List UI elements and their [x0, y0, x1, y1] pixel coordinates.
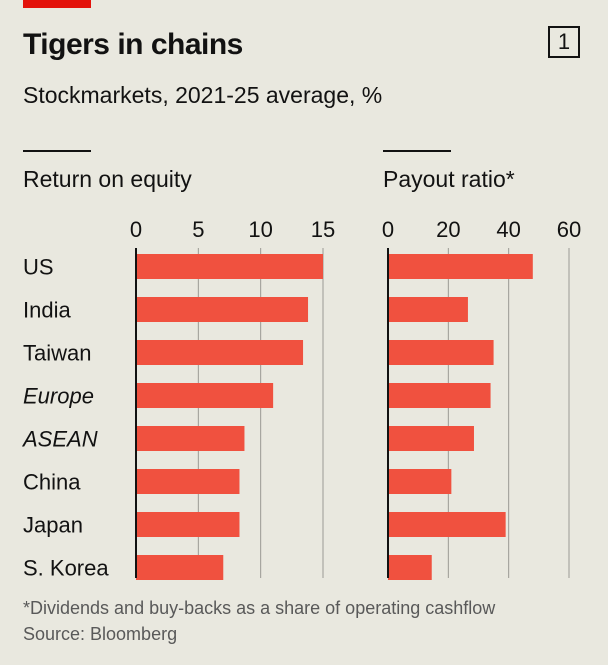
- bar-0-4: [136, 426, 245, 451]
- bar-0-0: [136, 254, 323, 279]
- source-note: Source: Bloomberg: [23, 624, 178, 644]
- category-label-2: Taiwan: [23, 341, 91, 366]
- chart-title: Tigers in chains: [23, 28, 243, 61]
- bar-1-6: [388, 512, 506, 537]
- category-label-4: ASEAN: [21, 427, 98, 452]
- bar-1-4: [388, 426, 474, 451]
- bar-0-3: [136, 383, 274, 408]
- category-label-7: S. Korea: [23, 556, 109, 581]
- bar-1-3: [388, 383, 491, 408]
- panel-rule-right: [383, 150, 451, 152]
- bar-1-1: [388, 297, 468, 322]
- category-label-0: US: [23, 255, 54, 280]
- tick-label-0-2: 10: [248, 217, 272, 242]
- bar-0-5: [136, 469, 240, 494]
- tick-label-0-0: 0: [130, 217, 142, 242]
- brand-tab: [23, 0, 91, 8]
- tick-label-1-1: 20: [436, 217, 460, 242]
- panel-title-payout-ratio: Payout ratio*: [383, 166, 515, 192]
- tick-label-1-2: 40: [496, 217, 520, 242]
- chart-number-badge: 1: [548, 26, 580, 58]
- category-label-3: Europe: [23, 384, 94, 409]
- category-label-6: Japan: [23, 513, 83, 538]
- panel-title-return-on-equity: Return on equity: [23, 166, 192, 192]
- bar-1-0: [388, 254, 533, 279]
- tick-label-0-3: 15: [311, 217, 335, 242]
- tick-label-0-1: 5: [192, 217, 204, 242]
- tick-label-1-3: 60: [557, 217, 581, 242]
- footnote: *Dividends and buy-backs as a share of o…: [23, 598, 496, 618]
- bar-0-2: [136, 340, 304, 365]
- bar-0-7: [136, 555, 224, 580]
- bar-1-7: [388, 555, 432, 580]
- chart-subtitle: Stockmarkets, 2021-25 average, %: [23, 82, 383, 108]
- panel-rule-left: [23, 150, 91, 152]
- bar-0-1: [136, 297, 309, 322]
- bar-1-2: [388, 340, 494, 365]
- category-label-5: China: [23, 470, 81, 495]
- bar-1-5: [388, 469, 452, 494]
- tick-label-1-0: 0: [382, 217, 394, 242]
- category-label-1: India: [23, 298, 71, 323]
- bar-0-6: [136, 512, 240, 537]
